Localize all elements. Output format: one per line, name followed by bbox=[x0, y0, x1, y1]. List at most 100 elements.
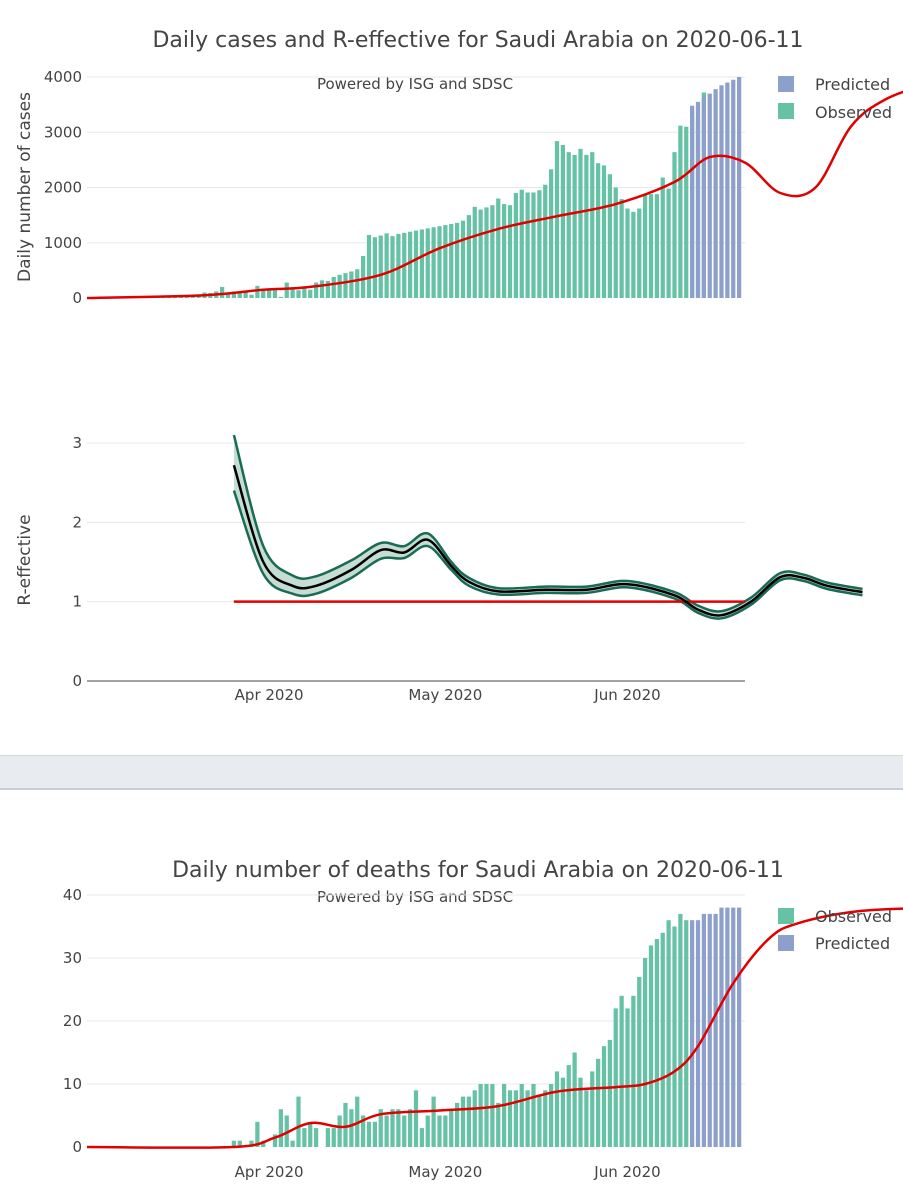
bar-observed bbox=[379, 236, 383, 298]
bar-observed bbox=[220, 287, 224, 298]
legend-label-observed[interactable]: Observed bbox=[815, 907, 892, 926]
bar-observed bbox=[678, 126, 682, 298]
bar-observed bbox=[537, 190, 541, 298]
legend-swatch-predicted[interactable] bbox=[778, 76, 794, 92]
deaths-figure: Daily number of deaths for Saudi Arabia … bbox=[0, 790, 903, 1200]
cases-and-reff-panel: Daily cases and R-effective for Saudi Ar… bbox=[0, 0, 903, 755]
bar-observed bbox=[567, 1065, 571, 1147]
bar-predicted bbox=[731, 908, 735, 1147]
legend-label-predicted[interactable]: Predicted bbox=[815, 75, 890, 94]
legend-label-predicted[interactable]: Predicted bbox=[815, 934, 890, 953]
y-tick-label: 30 bbox=[63, 949, 82, 967]
bar-observed bbox=[649, 194, 653, 298]
legend-swatch-predicted[interactable] bbox=[778, 935, 794, 951]
bar-observed bbox=[373, 237, 377, 298]
bar-observed bbox=[631, 996, 635, 1147]
y-tick-label: 40 bbox=[63, 886, 82, 904]
panel-separator bbox=[0, 755, 903, 790]
bar-predicted bbox=[708, 94, 712, 298]
bar-observed bbox=[291, 1141, 295, 1147]
deaths-chart-title: Daily number of deaths for Saudi Arabia … bbox=[172, 858, 784, 883]
bar-observed bbox=[408, 232, 412, 298]
bar-observed bbox=[561, 1078, 565, 1147]
bar-predicted bbox=[719, 908, 723, 1147]
bar-predicted bbox=[696, 920, 700, 1147]
bar-observed bbox=[443, 225, 447, 298]
bar-observed bbox=[343, 273, 347, 298]
reff-band-lower-line bbox=[234, 491, 863, 619]
bar-observed bbox=[367, 1122, 371, 1147]
bar-observed bbox=[296, 290, 300, 298]
bar-observed bbox=[672, 152, 676, 298]
bar-observed bbox=[520, 1084, 524, 1147]
bar-observed bbox=[426, 1116, 430, 1148]
bar-observed bbox=[420, 1128, 424, 1147]
cases-chart-subtitle: Powered by ISG and SDSC bbox=[317, 75, 513, 93]
bar-observed bbox=[332, 277, 336, 298]
bar-observed bbox=[678, 914, 682, 1147]
bar-observed bbox=[643, 195, 647, 298]
bar-observed bbox=[684, 127, 688, 298]
y-tick-label: 3 bbox=[72, 434, 82, 452]
deaths-legend[interactable]: Observed Predicted bbox=[778, 907, 892, 953]
bar-observed bbox=[620, 199, 624, 298]
bar-observed bbox=[625, 209, 629, 299]
bar-observed bbox=[279, 1109, 283, 1147]
bar-observed bbox=[308, 290, 312, 298]
bar-observed bbox=[643, 958, 647, 1147]
bar-predicted bbox=[725, 83, 729, 298]
bar-observed bbox=[449, 1109, 453, 1147]
bar-observed bbox=[349, 271, 353, 298]
y-tick-label: 0 bbox=[72, 289, 82, 307]
bar-observed bbox=[543, 1090, 547, 1147]
bar-observed bbox=[555, 141, 559, 298]
bar-observed bbox=[432, 227, 436, 298]
bar-observed bbox=[426, 228, 430, 298]
x-tick-label: May 2020 bbox=[408, 1163, 482, 1181]
bar-observed bbox=[667, 189, 671, 298]
bar-observed bbox=[461, 1097, 465, 1147]
bar-observed bbox=[502, 1084, 506, 1147]
deaths-bars bbox=[232, 908, 741, 1147]
legend-swatch-observed[interactable] bbox=[778, 908, 794, 924]
y-tick-label: 0 bbox=[72, 672, 82, 690]
x-tick-label: Jun 2020 bbox=[593, 686, 660, 704]
bar-observed bbox=[385, 233, 389, 298]
bar-observed bbox=[590, 152, 594, 298]
bar-observed bbox=[661, 933, 665, 1147]
bar-observed bbox=[596, 1059, 600, 1147]
bar-predicted bbox=[737, 908, 741, 1147]
bar-observed bbox=[402, 1116, 406, 1148]
bar-observed bbox=[361, 256, 365, 298]
bar-observed bbox=[320, 280, 324, 298]
bar-observed bbox=[684, 920, 688, 1147]
bar-observed bbox=[496, 199, 500, 298]
bar-observed bbox=[255, 286, 259, 298]
bar-predicted bbox=[731, 80, 735, 298]
bar-predicted bbox=[725, 908, 729, 1147]
bar-predicted bbox=[702, 97, 706, 298]
bar-observed bbox=[479, 210, 483, 298]
bar-observed bbox=[514, 193, 518, 298]
bar-observed bbox=[443, 1116, 447, 1148]
legend-swatch-observed[interactable] bbox=[778, 103, 794, 119]
bar-observed bbox=[637, 977, 641, 1147]
bar-observed bbox=[473, 1090, 477, 1147]
bar-observed bbox=[667, 920, 671, 1147]
y-tick-label: 20 bbox=[63, 1012, 82, 1030]
bar-observed bbox=[308, 1122, 312, 1147]
bar-observed bbox=[296, 1097, 300, 1147]
cases-legend[interactable]: Predicted Observed bbox=[778, 75, 892, 122]
x-tick-label: Apr 2020 bbox=[235, 686, 304, 704]
bar-observed bbox=[332, 1128, 336, 1147]
bar-observed bbox=[467, 1097, 471, 1147]
y-tick-label: 1 bbox=[72, 593, 82, 611]
deaths-panel: Daily number of deaths for Saudi Arabia … bbox=[0, 790, 903, 1200]
bar-observed bbox=[373, 1122, 377, 1147]
legend-label-observed[interactable]: Observed bbox=[815, 103, 892, 122]
y-tick-label: 2000 bbox=[44, 179, 82, 197]
bar-observed bbox=[326, 1128, 330, 1147]
